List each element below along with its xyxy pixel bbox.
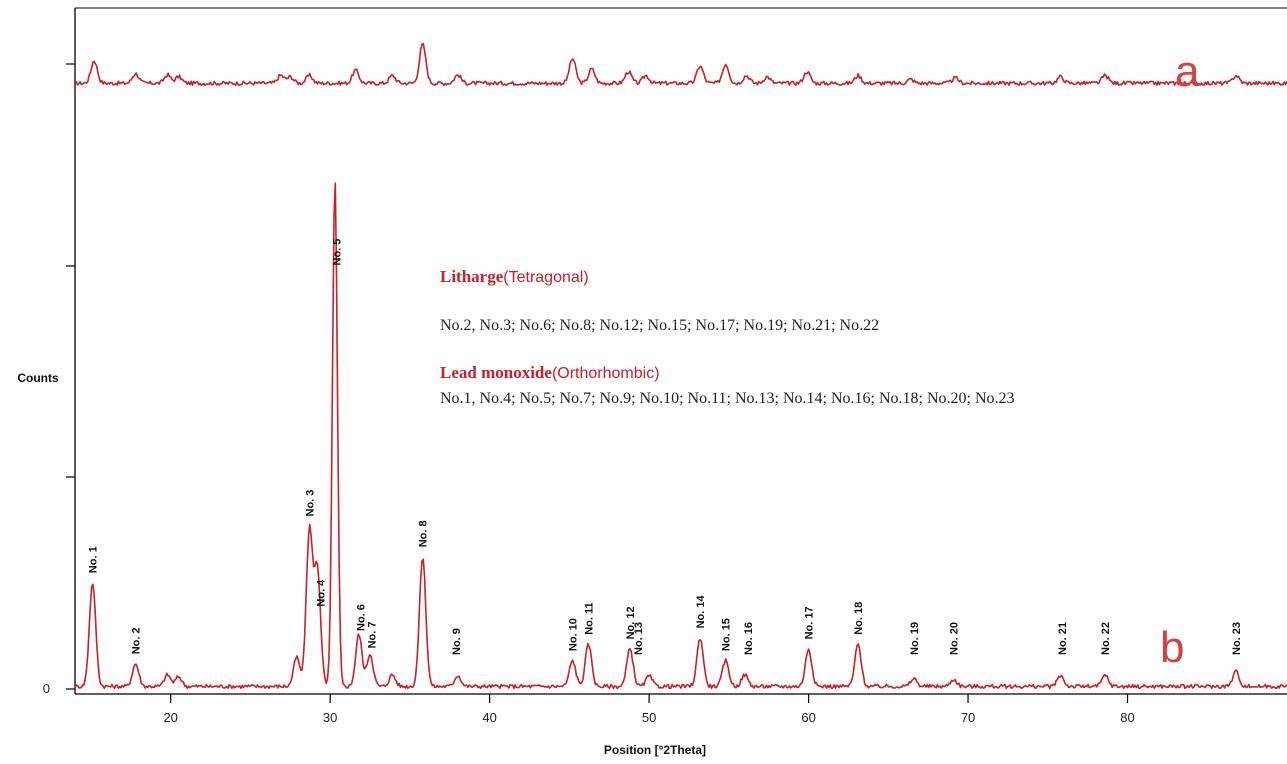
peak-label: No. 11	[584, 602, 596, 634]
panel-label-a: a	[1175, 47, 1200, 96]
legend-litharge-system: (Tetragonal)	[503, 269, 588, 286]
peak-label: No. 7	[367, 621, 379, 648]
peak-label: No. 19	[909, 622, 921, 655]
peak-label: No. 15	[721, 618, 733, 651]
peak-label: No. 14	[695, 595, 707, 629]
panel-label-b: b	[1160, 623, 1184, 672]
x-tick-label: 60	[801, 710, 815, 725]
peak-labels: No. 1 No. 2 No. 3 No. 4 No. 5 No. 6No. 7 No. 8…	[88, 239, 1244, 655]
y-axis-title: Counts	[17, 371, 59, 385]
peak-label: No. 12	[625, 606, 637, 639]
legend-lead-peaks: No.1, No.4; No.5; No.7; No.9; No.10; No.…	[440, 390, 1015, 407]
x-tick-label: 20	[163, 710, 177, 725]
x-tick-label: 50	[642, 710, 656, 725]
x-axis-title: Position [°2Theta]	[604, 743, 706, 757]
legend-lead-title: Lead monoxide(Orthorhombic)	[440, 363, 660, 382]
peak-label: No. 16	[743, 622, 755, 655]
x-tick-label: 70	[961, 710, 975, 725]
y-tick-label-0: 0	[43, 681, 50, 696]
x-tick-label: 80	[1120, 710, 1134, 725]
x-ticks: 20 30 40 50 60 70 80	[163, 694, 1135, 725]
peak-label: No. 6	[356, 604, 368, 631]
legend-lead-name: Lead monoxide	[440, 363, 552, 382]
legend-lead-system: (Orthorhombic)	[552, 365, 660, 382]
series-line-b	[74, 182, 1287, 690]
series-layer	[74, 42, 1287, 690]
peak-label: No. 18	[853, 602, 865, 635]
series-line-a	[74, 42, 1287, 86]
peak-label: No. 8	[418, 520, 430, 547]
peak-label: No. 4	[316, 579, 328, 607]
legend-litharge-title: Litharge(Tetragonal)	[440, 267, 589, 286]
peak-label: No. 20	[949, 622, 961, 655]
x-tick-label: 40	[482, 710, 496, 725]
x-tick-label: 30	[323, 710, 337, 725]
peak-label: No. 9	[451, 628, 463, 655]
phase-legend: Litharge(Tetragonal) No.2, No.3; No.6; N…	[440, 267, 1015, 407]
peak-label: No. 13	[633, 622, 645, 655]
peak-label: No. 22	[1100, 622, 1112, 655]
peak-label: No. 10	[568, 618, 580, 651]
peak-label: No. 17	[804, 606, 816, 639]
peak-label: No. 3	[304, 490, 316, 517]
peak-label: No. 5	[332, 239, 344, 266]
peak-label: No. 1	[88, 546, 100, 573]
peak-label: No. 2	[131, 627, 143, 654]
peak-label: No. 21	[1057, 622, 1069, 655]
legend-litharge-name: Litharge	[440, 267, 504, 286]
peak-label: No. 23	[1231, 622, 1243, 655]
legend-litharge-peaks: No.2, No.3; No.6; No.8; No.12; No.15; No…	[440, 317, 879, 334]
